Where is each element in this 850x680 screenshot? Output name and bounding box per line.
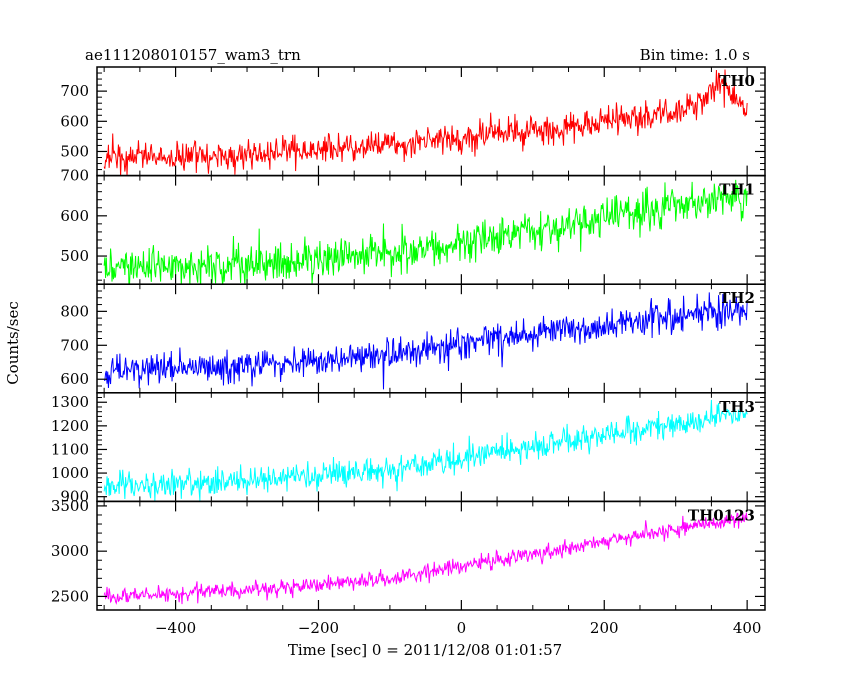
y-tick-label: 700 [60,336,89,354]
y-tick-label: 700 [60,82,89,100]
y-tick-label: 3500 [51,497,89,515]
y-tick-label: 1200 [51,417,89,435]
panel-label-th0123: TH0123 [688,506,755,524]
y-tick-label: 600 [60,112,89,130]
y-tick-label: 500 [60,142,89,160]
y-tick-label: 500 [60,247,89,265]
y-tick-label: 700 [60,167,89,185]
x-axis-title: Time [sec] 0 = 2011/12/08 01:01:57 [288,641,562,659]
panel-frame-th0123 [96,500,766,611]
y-tick-label: 600 [60,370,89,388]
series-line-th1 [103,179,748,285]
y-tick-label: 1300 [51,393,89,411]
series-line-th2 [104,292,748,390]
series-line-th0 [103,69,748,176]
panel-label-th1: TH1 [719,181,755,199]
x-tick-label: 200 [590,619,619,637]
y-tick-label: 1100 [51,440,89,458]
x-tick-label: −400 [155,619,196,637]
y-tick-label: 800 [60,302,89,320]
panels-group: 500 600 700 TH0 500 600 700 TH1 600 700 800 TH2 900 1… [51,66,766,637]
series-line-th0123 [103,512,748,605]
x-tick-label: −200 [298,619,339,637]
y-tick-label: 2500 [51,587,89,605]
x-tick-label: 400 [733,619,762,637]
bin-time-label: Bin time: 1.0 s [640,46,750,64]
panel-label-th3: TH3 [719,398,755,416]
chart-title: ae111208010157_wam3_trn [85,46,301,64]
panel-label-th0: TH0 [719,72,755,90]
y-tick-label: 900 [60,488,89,506]
y-tick-label: 1000 [51,464,89,482]
y-tick-label: 3000 [51,542,89,560]
series-line-th3 [103,399,748,501]
y-tick-label: 600 [60,207,89,225]
y-axis-title: Counts/sec [4,301,22,385]
panel-label-th2: TH2 [719,289,755,307]
x-tick-label: 0 [457,619,467,637]
